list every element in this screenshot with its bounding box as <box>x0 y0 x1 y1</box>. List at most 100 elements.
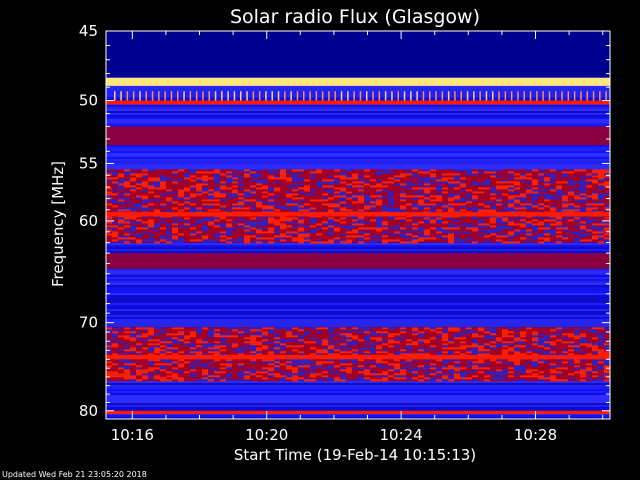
band-texture <box>370 227 376 230</box>
burst-spike <box>510 91 513 101</box>
band-texture <box>364 207 370 210</box>
band-texture <box>556 365 562 368</box>
band-texture <box>316 379 322 382</box>
band-texture <box>436 369 442 372</box>
band-texture <box>136 181 142 184</box>
band-texture <box>316 171 322 174</box>
band-texture <box>604 375 610 378</box>
band-texture <box>334 207 340 210</box>
band-texture <box>580 169 586 172</box>
band-texture <box>250 333 256 336</box>
burst-spike <box>126 91 129 101</box>
band-texture <box>130 347 136 350</box>
band-texture <box>292 221 298 224</box>
band-texture <box>298 187 304 190</box>
band-texture <box>208 221 214 224</box>
band-texture <box>592 169 598 172</box>
band-texture <box>244 195 250 198</box>
band-texture <box>298 219 304 222</box>
band-texture <box>418 237 424 240</box>
band-texture <box>400 361 406 364</box>
band-texture <box>142 371 148 374</box>
band-texture <box>574 195 580 198</box>
band-texture <box>460 333 466 336</box>
background-row <box>106 157 610 159</box>
band-texture <box>226 187 232 190</box>
band-texture <box>592 379 598 382</box>
band-texture <box>202 375 208 378</box>
band-texture <box>190 331 196 334</box>
band-texture <box>580 221 586 224</box>
band-texture <box>562 341 568 344</box>
band-texture <box>604 361 610 364</box>
band-texture <box>340 217 346 220</box>
band-texture <box>436 187 442 190</box>
band-texture <box>220 225 226 228</box>
background-row <box>106 295 610 297</box>
band-texture <box>574 237 580 240</box>
band-texture <box>604 343 610 346</box>
band-texture <box>280 227 286 230</box>
band-texture <box>232 379 238 382</box>
band-texture <box>478 183 484 186</box>
band-texture <box>574 239 580 242</box>
band-texture <box>568 181 574 184</box>
band-texture <box>394 207 400 210</box>
band-texture <box>124 353 130 356</box>
band-texture <box>340 181 346 184</box>
band-texture <box>364 237 370 240</box>
burst-spike <box>227 91 229 101</box>
band-texture <box>526 187 532 190</box>
band-texture <box>256 223 262 226</box>
background-row <box>106 287 610 289</box>
band-texture <box>478 329 484 332</box>
band-texture <box>256 241 262 244</box>
band-texture <box>538 237 544 240</box>
band-texture <box>166 237 172 240</box>
band-texture <box>544 173 550 176</box>
band-texture <box>604 227 610 230</box>
band-texture <box>478 223 484 226</box>
band-texture <box>106 193 112 196</box>
band-texture <box>154 209 160 212</box>
band-texture <box>562 337 568 340</box>
band-texture <box>136 219 142 222</box>
band-texture <box>412 191 418 194</box>
band-texture <box>124 331 130 334</box>
band-texture <box>262 333 268 336</box>
band-texture <box>538 377 544 380</box>
band-texture <box>136 227 142 230</box>
band-texture <box>298 373 304 376</box>
band-texture <box>520 369 526 372</box>
band-texture <box>154 363 160 366</box>
background-row <box>106 323 610 325</box>
band-texture <box>556 353 562 356</box>
band-texture <box>136 173 142 176</box>
band-texture <box>376 217 382 220</box>
band-texture <box>214 219 220 222</box>
band-texture <box>358 185 364 188</box>
band-texture <box>214 351 220 354</box>
band-texture <box>112 177 118 180</box>
band-texture <box>226 365 232 368</box>
band-texture <box>526 349 532 352</box>
band-texture <box>574 187 580 190</box>
band-texture <box>400 175 406 178</box>
band-texture <box>574 333 580 336</box>
band-texture <box>508 173 514 176</box>
background-row <box>106 121 610 123</box>
band-texture <box>184 207 190 210</box>
band-texture <box>604 225 610 228</box>
band-texture <box>562 173 568 176</box>
band-texture <box>196 351 202 354</box>
band-texture <box>328 239 334 242</box>
band-texture <box>298 235 304 238</box>
band-texture <box>430 337 436 340</box>
band-texture <box>322 241 328 244</box>
band-texture <box>142 339 148 342</box>
band-texture <box>514 201 520 204</box>
band-texture <box>454 333 460 336</box>
band-texture <box>382 361 388 364</box>
background-row <box>106 247 610 249</box>
band-texture <box>598 327 604 330</box>
